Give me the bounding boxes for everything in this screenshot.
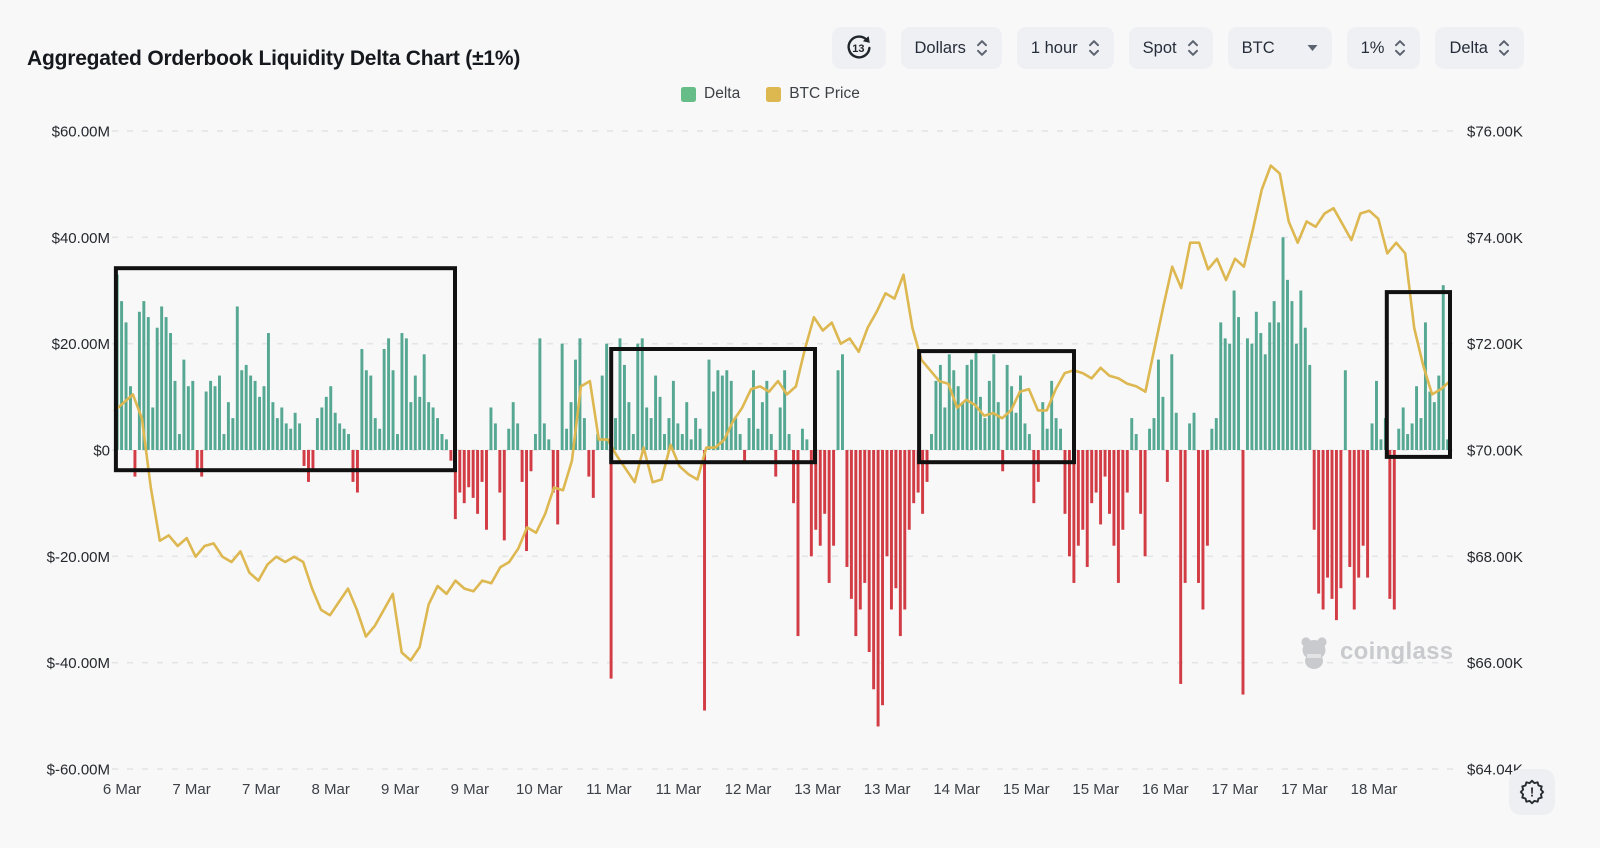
- annotation-box: [609, 347, 818, 465]
- y-axis-right-tick: $66.00K: [1467, 655, 1523, 672]
- interval-select[interactable]: 1 hour: [1016, 27, 1114, 69]
- svg-text:!: !: [1530, 785, 1534, 800]
- x-axis-tick: 17 Mar: [1212, 781, 1259, 798]
- page-title: Aggregated Orderbook Liquidity Delta Cha…: [27, 47, 521, 71]
- refresh-timer-icon: 13: [846, 35, 871, 59]
- x-axis-tick: 12 Mar: [725, 781, 772, 798]
- chevron-up-down-icon: [1088, 40, 1099, 56]
- caret-down-icon: [1307, 45, 1318, 51]
- y-axis-left-tick: $60.00M: [52, 124, 110, 141]
- x-axis-tick: 8 Mar: [311, 781, 349, 798]
- x-axis-tick: 6 Mar: [103, 781, 141, 798]
- market-type-select[interactable]: Spot: [1128, 27, 1213, 69]
- x-axis-tick: 11 Mar: [586, 781, 632, 798]
- legend-item-btc-price[interactable]: BTC Price: [766, 85, 860, 103]
- x-axis-tick: 13 Mar: [794, 781, 841, 798]
- currency-select[interactable]: Dollars: [900, 27, 1002, 69]
- chart-controls: 13 Dollars 1 hour Spot BTC: [831, 27, 1524, 69]
- delta-bars: [115, 237, 1450, 727]
- delta-legend-swatch: [681, 86, 696, 102]
- y-axis-left-tick: $0: [93, 443, 110, 460]
- x-axis-tick: 7 Mar: [242, 781, 280, 798]
- refresh-countdown-value: 13: [852, 43, 864, 55]
- btc-price-legend-swatch: [766, 86, 782, 102]
- alert-badge-button[interactable]: !: [1509, 769, 1555, 815]
- metric-select[interactable]: Delta: [1435, 27, 1524, 69]
- x-axis-tick: 9 Mar: [451, 781, 489, 798]
- refresh-countdown-button[interactable]: 13: [831, 27, 886, 69]
- x-axis-tick: 10 Mar: [516, 781, 563, 798]
- y-axis-right-tick: $68.00K: [1467, 549, 1523, 566]
- chevron-up-down-icon: [1499, 40, 1509, 56]
- x-axis-tick: 17 Mar: [1281, 781, 1328, 798]
- y-axis-right-tick: $72.00K: [1467, 336, 1523, 353]
- x-axis-tick: 16 Mar: [1142, 781, 1189, 798]
- y-axis-right-tick: $76.00K: [1467, 124, 1523, 141]
- chart-legend: Delta BTC Price: [681, 85, 860, 103]
- y-axis-left-tick: $-20.00M: [47, 549, 110, 566]
- x-axis-tick: 11 Mar: [656, 781, 702, 798]
- x-axis-tick: 15 Mar: [1072, 781, 1119, 798]
- depth-select[interactable]: 1%: [1346, 27, 1421, 69]
- x-axis-tick: 9 Mar: [381, 781, 419, 798]
- annotation-box: [1384, 290, 1453, 459]
- y-axis-right-tick: $70.00K: [1467, 443, 1523, 460]
- alert-badge-icon: !: [1519, 779, 1545, 805]
- chevron-up-down-icon: [976, 40, 987, 56]
- legend-item-delta[interactable]: Delta: [681, 85, 740, 103]
- btc-price-line: [113, 164, 1452, 662]
- chevron-up-down-icon: [1187, 40, 1198, 56]
- y-axis-right-tick: $74.00K: [1467, 230, 1523, 247]
- y-axis-left-tick: $20.00M: [52, 336, 110, 353]
- x-axis-tick: 18 Mar: [1351, 781, 1398, 798]
- y-axis-left-tick: $40.00M: [52, 230, 110, 247]
- y-axis-left-tick: $-40.00M: [47, 655, 110, 672]
- annotation-box: [113, 266, 458, 473]
- x-axis-tick: 13 Mar: [864, 781, 911, 798]
- chevron-up-down-icon: [1395, 40, 1406, 56]
- symbol-select[interactable]: BTC: [1227, 27, 1332, 69]
- x-axis-tick: 7 Mar: [172, 781, 210, 798]
- x-axis-tick: 14 Mar: [933, 781, 980, 798]
- y-axis-left-tick: $-60.00M: [47, 762, 110, 779]
- x-axis-tick: 15 Mar: [1003, 781, 1050, 798]
- y-axis-right-tick: $64.04K: [1467, 762, 1523, 779]
- annotation-box: [917, 349, 1076, 465]
